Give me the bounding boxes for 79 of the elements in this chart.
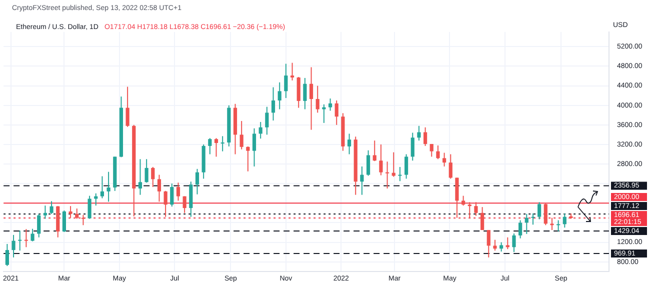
candlestick [550,217,554,231]
candlestick [410,132,414,162]
candlestick [455,177,459,218]
candlestick [309,66,314,130]
candlestick [404,154,408,180]
candlestick [157,174,162,202]
candlestick [30,228,34,242]
candlestick [252,128,256,167]
candlestick [423,126,428,146]
candlestick [531,212,535,226]
candlestick [334,100,338,126]
candlestick [43,205,47,220]
candlestick [62,210,66,232]
candlestick [81,214,86,226]
candlestick [18,230,22,252]
candlestick [68,206,72,218]
candlestick [303,77,307,110]
candlestick [164,190,168,218]
candlestick [240,120,244,150]
candlestick [195,168,200,195]
candlestick [5,243,9,267]
candlestick [75,208,79,220]
candlestick [328,98,332,112]
candlestick [506,236,510,250]
candlestick [296,76,300,108]
candlestick [176,182,180,202]
candlestick [538,202,542,220]
candlestick [278,82,282,110]
candlestick [372,140,376,162]
candlestick [562,212,566,228]
candlestick [271,86,276,122]
candlestick [126,86,130,128]
candlestick [290,62,294,81]
candlestick [486,230,490,258]
candlestick [208,138,212,155]
candlestick [436,144,440,160]
candlestick [379,144,383,176]
candlestick [480,206,484,231]
candlestick [512,232,516,253]
candlestick [88,195,92,220]
candlestick [430,143,434,158]
candlestick [220,136,224,152]
candlestick [189,181,193,218]
candlestick [462,195,466,206]
candlestick [170,183,174,208]
candlestick [214,138,218,158]
candlestick [500,242,504,252]
candlestick [493,239,497,252]
candlestick [385,161,390,189]
candlestick [360,166,364,196]
candlestick [392,152,396,178]
candlestick [398,166,402,182]
candlestick [366,150,370,176]
candlestick [524,213,528,234]
candlestick [106,171,110,202]
candlestick [518,220,522,239]
candlestick [316,85,320,114]
candlestick [100,176,104,199]
candlestick [182,196,186,214]
candlestick [474,202,478,216]
candlestick [417,125,421,142]
candlestick [544,203,548,226]
candlestick [442,152,446,167]
candlestick [151,166,155,188]
candlestick [246,146,250,172]
candlestick [468,202,472,218]
candlestick [12,234,16,258]
candlestick [144,158,148,184]
candlestick [556,220,560,232]
candlestick [138,158,142,196]
candlestick [265,106,269,136]
candlestick [322,104,326,124]
candlestick [37,213,41,238]
candlestick [347,133,352,155]
candlestick [258,121,262,140]
candlestick [50,200,54,214]
candlestick [284,63,288,99]
candlestick [24,228,28,248]
candlestick [448,154,452,180]
